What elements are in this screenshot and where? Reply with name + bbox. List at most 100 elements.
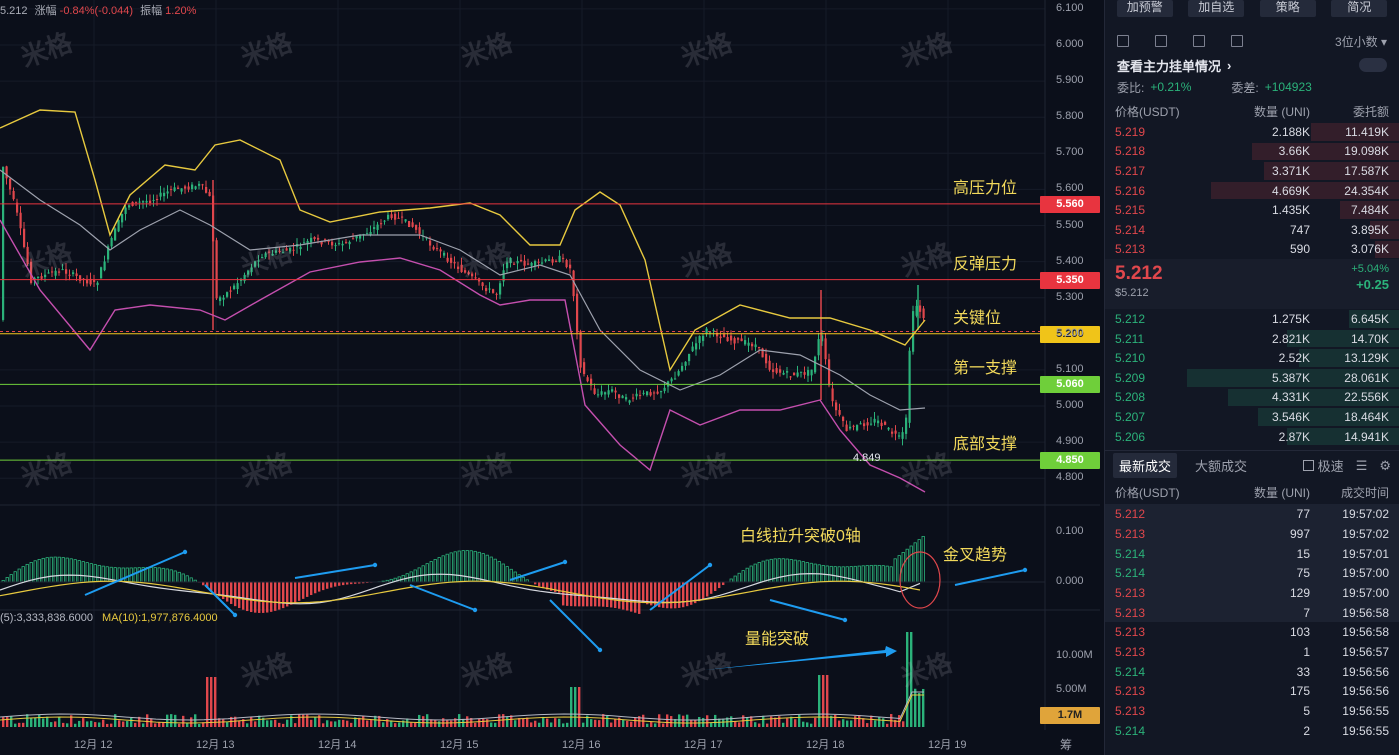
macd-bar bbox=[258, 582, 261, 613]
volume-bar bbox=[662, 723, 665, 727]
layout-asks-icon[interactable] bbox=[1155, 35, 1167, 47]
candle-body bbox=[744, 340, 747, 345]
volume-legend: (5):3,333,838.6000 MA(10):1,977,876.4000 bbox=[0, 612, 218, 624]
ob-qty: 1.435K bbox=[1271, 203, 1310, 218]
candle-body bbox=[621, 395, 624, 399]
ob-header-amount[interactable]: 委托额 bbox=[1352, 104, 1389, 119]
volume-bar bbox=[490, 722, 493, 727]
tab-large-trades[interactable]: 大额成交 bbox=[1195, 459, 1248, 475]
price-axis-label: 5.900 bbox=[1056, 74, 1084, 87]
candle-body bbox=[352, 238, 355, 240]
layout-both-icon[interactable] bbox=[1117, 35, 1129, 47]
tab-latest-trades[interactable]: 最新成交 bbox=[1113, 453, 1178, 479]
overview-button[interactable]: 简况 bbox=[1331, 0, 1388, 17]
volume-bar bbox=[686, 714, 689, 727]
x-axis-label: 12月 18 bbox=[806, 739, 845, 751]
candle-body bbox=[439, 249, 442, 252]
candle-body bbox=[348, 241, 351, 245]
volume-bar bbox=[246, 723, 249, 727]
trades-header-qty[interactable]: 数量 (UNI) bbox=[1254, 485, 1310, 500]
macd-bar bbox=[602, 582, 605, 607]
volume-bar bbox=[222, 719, 225, 727]
ob-price: 5.206 bbox=[1115, 429, 1146, 444]
volume-arrow bbox=[705, 646, 897, 670]
ask-row[interactable]: 5.215 1.435K 7.484K bbox=[1105, 200, 1399, 220]
volume-bar bbox=[790, 716, 793, 727]
kline-chart-canvas[interactable] bbox=[0, 0, 1100, 755]
volume-bar bbox=[162, 722, 165, 727]
chip-button[interactable]: 筹 bbox=[1060, 738, 1073, 752]
volume-bar bbox=[110, 723, 113, 727]
volume-bar bbox=[494, 722, 497, 727]
candle-body bbox=[380, 223, 383, 225]
ob-amount: 13.129K bbox=[1344, 351, 1389, 366]
volume-bar bbox=[830, 715, 833, 727]
candle-body bbox=[404, 219, 407, 222]
trade-price: 5.213 bbox=[1115, 605, 1146, 620]
volume-bar bbox=[398, 722, 401, 727]
ask-row[interactable]: 5.217 3.371K 17.587K bbox=[1105, 161, 1399, 181]
fast-mode-checkbox[interactable]: 极速 bbox=[1302, 456, 1344, 475]
ob-header-qty[interactable]: 数量 (UNI) bbox=[1254, 104, 1310, 119]
volume-bar bbox=[402, 720, 405, 727]
bid-row[interactable]: 5.208 4.331K 22.556K bbox=[1105, 388, 1399, 408]
trade-price: 5.214 bbox=[1115, 546, 1146, 561]
candle-body bbox=[579, 331, 582, 368]
bid-row[interactable]: 5.209 5.387K 28.061K bbox=[1105, 368, 1399, 388]
layout-bids-icon[interactable] bbox=[1193, 35, 1205, 47]
strategy-button[interactable]: 策略 bbox=[1259, 0, 1316, 17]
ob-price: 5.207 bbox=[1115, 409, 1146, 424]
gear-icon[interactable]: ⚙ bbox=[1379, 457, 1391, 473]
add-alert-button[interactable]: 加预警 bbox=[1116, 0, 1173, 17]
volume-bar bbox=[886, 723, 889, 727]
macd-bar bbox=[165, 568, 169, 583]
add-watchlist-button[interactable]: 加自选 bbox=[1188, 0, 1245, 17]
candle-body bbox=[107, 246, 110, 260]
ask-row[interactable]: 5.213 590 3.076K bbox=[1105, 240, 1399, 260]
layout-list-icon[interactable] bbox=[1231, 35, 1243, 47]
candle-body bbox=[747, 342, 750, 346]
macd-annotation-golden-cross: 金叉趋势 bbox=[943, 547, 1008, 564]
trade-row: 5.213 175 19:56:56 bbox=[1105, 682, 1399, 702]
volume-bar bbox=[286, 719, 289, 727]
candle-body bbox=[243, 274, 246, 282]
candle-body bbox=[257, 260, 260, 262]
volume-bar bbox=[74, 723, 77, 727]
kline-chart-area[interactable]: 5.212 涨幅 -0.84%(-0.044) 振幅 1.20% 高压力位 反弹压… bbox=[0, 0, 1100, 755]
depth-bar bbox=[1340, 201, 1399, 219]
volume-bar bbox=[362, 715, 365, 727]
candle-body bbox=[835, 402, 838, 411]
ask-row[interactable]: 5.214 747 3.895K bbox=[1105, 220, 1399, 240]
volume-bar bbox=[698, 717, 701, 727]
volume-bar bbox=[914, 688, 917, 727]
bid-row[interactable]: 5.211 2.821K 14.70K bbox=[1105, 329, 1399, 349]
main-orders-link[interactable]: 查看主力挂单情况 › bbox=[1105, 54, 1399, 76]
bid-row[interactable]: 5.206 2.87K 14.941K bbox=[1105, 427, 1399, 447]
bid-row[interactable]: 5.210 2.52K 13.129K bbox=[1105, 348, 1399, 368]
candle-body bbox=[341, 243, 344, 246]
candle-body bbox=[138, 201, 141, 203]
ask-row[interactable]: 5.216 4.669K 24.354K bbox=[1105, 181, 1399, 201]
bid-row[interactable]: 5.212 1.275K 6.645K bbox=[1105, 309, 1399, 329]
macd-bar bbox=[17, 568, 21, 583]
candle-body bbox=[670, 378, 673, 382]
candle-body bbox=[887, 427, 890, 430]
ask-row[interactable]: 5.218 3.66K 19.098K bbox=[1105, 142, 1399, 162]
volume-bar bbox=[390, 720, 393, 727]
macd-bar bbox=[238, 582, 241, 609]
precision-select[interactable]: 3位小数 ▾ bbox=[1334, 34, 1387, 49]
candle-body bbox=[292, 249, 295, 251]
bid-row[interactable]: 5.207 3.546K 18.464K bbox=[1105, 407, 1399, 427]
ask-row[interactable]: 5.219 2.188K 11.419K bbox=[1105, 122, 1399, 142]
macd-bar bbox=[546, 582, 549, 590]
candle-body bbox=[803, 372, 806, 375]
macd-bar bbox=[326, 582, 329, 589]
main-orders-toggle[interactable] bbox=[1359, 58, 1387, 72]
volume-bar bbox=[862, 718, 865, 727]
volume-bar bbox=[902, 721, 905, 727]
ob-header-price: 价格(USDT) bbox=[1115, 104, 1180, 119]
volume-bar bbox=[278, 722, 281, 727]
candle-body bbox=[856, 425, 859, 431]
volume-bar bbox=[566, 722, 569, 727]
list-settings-icon[interactable]: ☰ bbox=[1355, 457, 1368, 473]
